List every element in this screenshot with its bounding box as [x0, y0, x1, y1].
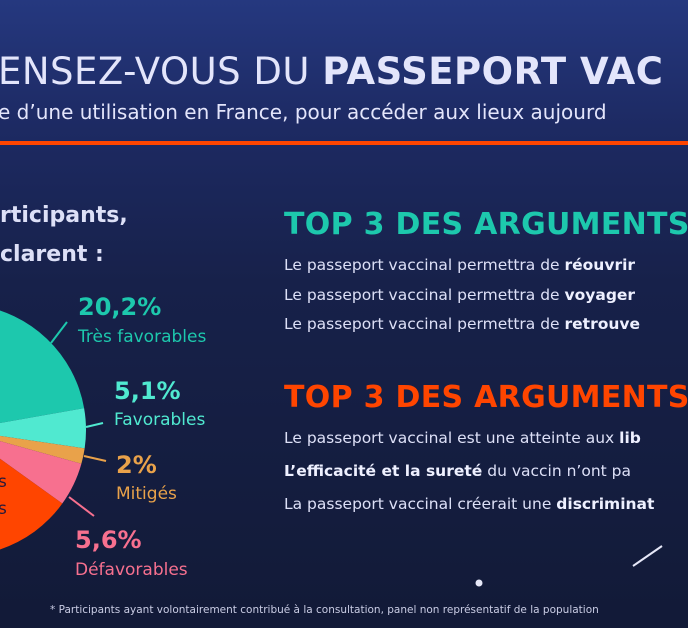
- label-mitiges: Mitigés: [116, 484, 177, 504]
- leader-line-defavorables: [68, 496, 95, 517]
- pct-tres-favorables: 20,2%: [78, 293, 162, 321]
- header-divider: [0, 141, 688, 145]
- pie-slice-defavorables: [0, 441, 82, 504]
- label-favorables: Favorables: [114, 410, 206, 430]
- cons-heading: TOP 3 DES ARGUMENTS: [284, 380, 688, 415]
- title-bold: PASSEPORT VAC: [322, 50, 664, 93]
- pie-slice-favorables: [0, 408, 86, 449]
- label-tres-favorables: Très favorables: [78, 327, 207, 347]
- pct-mitiges: 2%: [116, 451, 157, 479]
- page-title: ENSEZ-VOUS DU PASSEPORT VAC: [0, 50, 663, 93]
- leader-line-favorables: [85, 422, 104, 428]
- intro-line-1: rticipants,: [0, 203, 128, 228]
- pros-item-3: Le passeport vaccinal permettra de retro…: [284, 315, 641, 333]
- title-regular: ENSEZ-VOUS DU: [0, 50, 323, 93]
- cons-item-2: L’efficacité et la sureté du vaccin n’on…: [284, 462, 631, 480]
- pros-heading: TOP 3 DES ARGUMENTS: [284, 207, 688, 242]
- cons-item-3: La passeport vaccinal créerait une discr…: [284, 495, 655, 513]
- pie-slice-tres-favorables: [0, 310, 85, 423]
- page-subtitle: e d’une utilisation en France, pour accé…: [0, 100, 607, 124]
- pros-item-1: Le passeport vaccinal permettra de réouv…: [284, 256, 636, 274]
- partial-slice-label-2: s: [0, 499, 7, 519]
- footnote: * Participants ayant volontairement cont…: [50, 604, 599, 616]
- pie-slice-tres-defavorables: [0, 458, 63, 550]
- leader-line-tres-favorables: [50, 321, 68, 344]
- decorative-dot: [475, 579, 483, 587]
- partial-slice-label-1: s: [0, 472, 7, 492]
- cons-item-1: Le passeport vaccinal est une atteinte a…: [284, 429, 641, 447]
- intro-line-2: clarent :: [0, 242, 104, 267]
- pie-slice-mitiges: [0, 435, 85, 464]
- decorative-line: [632, 545, 663, 567]
- pct-defavorables: 5,6%: [75, 526, 142, 554]
- pct-favorables: 5,1%: [114, 377, 181, 405]
- label-defavorables: Défavorables: [75, 560, 188, 580]
- leader-line-mitiges: [83, 455, 107, 462]
- pros-item-2: Le passeport vaccinal permettra de voyag…: [284, 286, 636, 304]
